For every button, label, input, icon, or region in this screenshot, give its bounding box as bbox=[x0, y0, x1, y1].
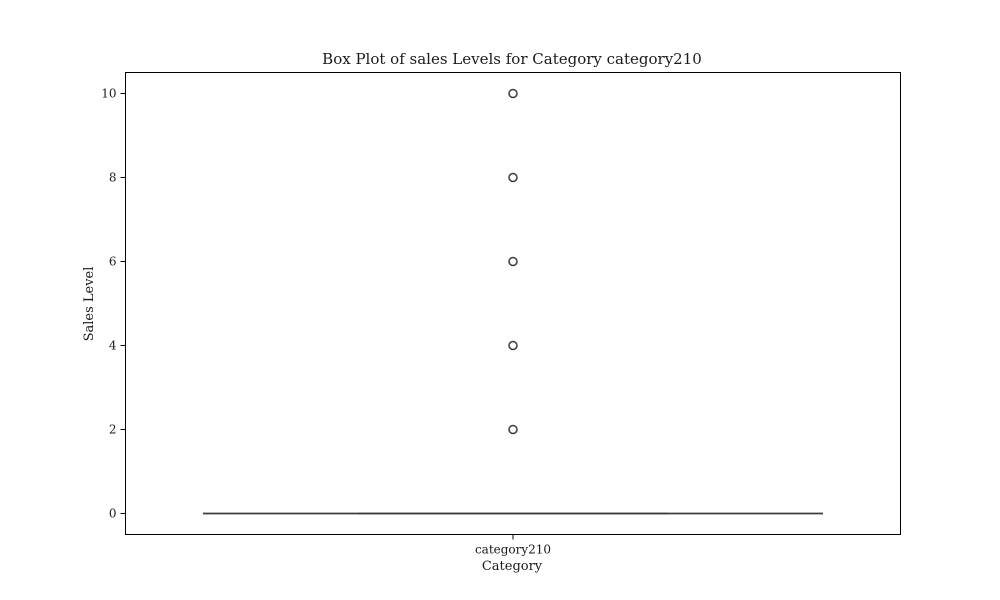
x-axis-label: Category bbox=[482, 559, 543, 574]
outlier-point bbox=[508, 424, 518, 435]
y-tick-label: 0 bbox=[109, 507, 117, 521]
y-tick-label: 6 bbox=[109, 255, 117, 269]
box-category210 bbox=[203, 88, 823, 515]
y-axis-label: Sales Level bbox=[82, 267, 97, 342]
x-tick-label: category210 bbox=[475, 543, 551, 557]
chart-title: Box Plot of sales Levels for Category ca… bbox=[322, 50, 702, 68]
outlier-point bbox=[508, 88, 518, 99]
y-tick-label: 8 bbox=[109, 171, 117, 185]
y-axis: 0 2 4 6 8 10 bbox=[101, 87, 126, 521]
outlier-point bbox=[508, 172, 518, 183]
x-axis: category210 bbox=[475, 534, 551, 557]
y-tick-label: 2 bbox=[109, 423, 117, 437]
plot-frame bbox=[125, 72, 901, 535]
y-tick-label: 10 bbox=[101, 87, 116, 101]
y-tick-label: 4 bbox=[109, 339, 117, 353]
box-series bbox=[203, 88, 823, 515]
outlier-point bbox=[508, 256, 518, 267]
outlier-point bbox=[508, 340, 518, 351]
plot-area bbox=[125, 72, 901, 535]
